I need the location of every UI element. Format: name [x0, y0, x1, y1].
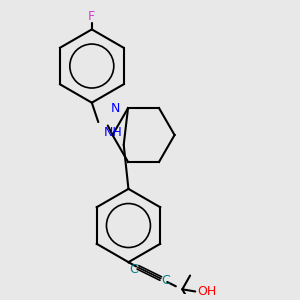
Text: F: F [88, 10, 95, 23]
Text: OH: OH [197, 285, 217, 298]
Text: NH: NH [103, 125, 122, 139]
Text: C: C [129, 263, 138, 276]
Text: N: N [111, 102, 120, 115]
Text: C: C [162, 274, 170, 287]
